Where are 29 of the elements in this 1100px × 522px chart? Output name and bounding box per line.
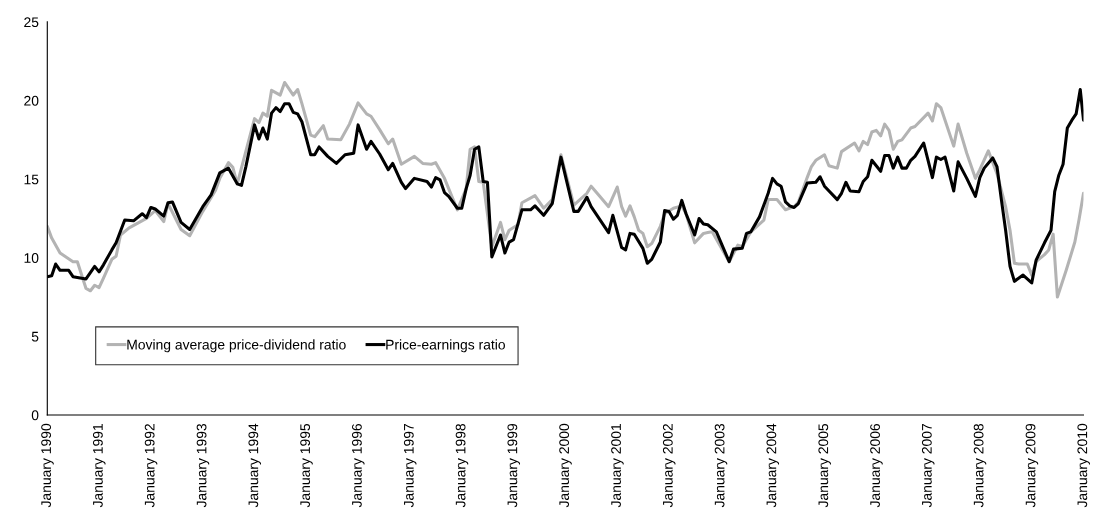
x-tick-label: January 1999: [507, 423, 521, 508]
y-tick-label: 25: [24, 17, 39, 28]
x-tick-label: January 2002: [662, 424, 676, 508]
y-tick-label: 20: [24, 95, 39, 106]
x-tick-label: January 1998: [455, 423, 469, 508]
x-tick-label: January 1995: [300, 423, 313, 508]
x-tick-label: January 2003: [714, 423, 728, 508]
x-tick-label: January 2000: [559, 423, 572, 508]
x-tick-label: January 2006: [870, 423, 883, 508]
x-tick-label: January 1990: [41, 423, 54, 508]
x-tick-label: January 2005: [818, 423, 831, 508]
y-tick-label: 15: [24, 174, 39, 185]
x-tick-label: January 1993: [196, 423, 210, 508]
x-tick-label: January 2009: [1025, 423, 1039, 508]
x-tick-label: January 2007: [921, 424, 935, 508]
y-tick-label: 0: [31, 410, 39, 421]
y-tick-label: 10: [24, 253, 39, 263]
x-tick-label: January 1997: [403, 424, 417, 508]
x-tick-label: January 1996: [351, 423, 365, 508]
x-tick-label: January 1994: [248, 423, 262, 508]
x-tick-label: January 1991: [92, 423, 106, 508]
x-tick-label: January 2001: [611, 423, 624, 508]
x-tick-label: January 2010: [1077, 423, 1090, 508]
x-tick-label: January 2004: [766, 423, 780, 508]
legend-label: Moving average price-dividend ratio: [127, 339, 346, 353]
x-tick-label: January 2008: [973, 423, 987, 508]
x-tick-label: January 1992: [144, 424, 158, 508]
y-tick-label: 5: [31, 331, 39, 342]
legend-label: Price-earnings ratio: [386, 339, 505, 353]
